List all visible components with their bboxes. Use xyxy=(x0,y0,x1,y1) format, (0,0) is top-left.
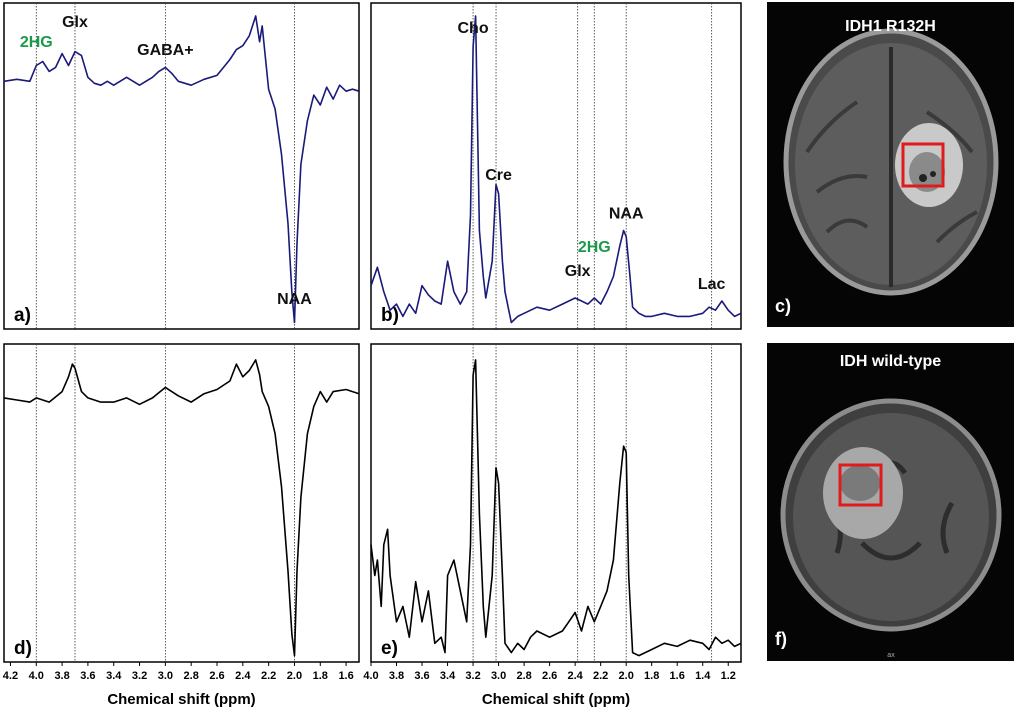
panel-letter-f: f) xyxy=(775,629,787,649)
peak-label-b-2hg: 2HG xyxy=(578,239,611,256)
mri-panel-f: ax IDH wild-type f) xyxy=(767,343,1014,661)
peak-label-b-cho: Cho xyxy=(458,20,489,37)
panel-letter-a: a) xyxy=(14,305,31,326)
x-tick-label-e-4: 3.2 xyxy=(465,670,480,682)
x-tick-label-d-1: 4.0 xyxy=(29,670,44,682)
mri-title-f: IDH wild-type xyxy=(839,353,942,370)
x-tick-label-e-10: 2.0 xyxy=(619,670,634,682)
x-tick-label-e-6: 2.8 xyxy=(516,670,531,682)
peak-label-b-cre: Cre xyxy=(485,167,512,184)
spectrum-line-e xyxy=(370,359,742,657)
x-axis-title-d: Chemical shift (ppm) xyxy=(107,691,255,708)
x-axis-title-e: Chemical shift (ppm) xyxy=(482,691,630,708)
x-tick-label-e-9: 2.2 xyxy=(593,670,608,682)
peak-label-b-lac: Lac xyxy=(698,276,726,293)
x-tick-label-e-13: 1.4 xyxy=(695,670,711,682)
x-tick-label-e-1: 3.8 xyxy=(389,670,404,682)
plot-frame-a xyxy=(3,2,360,330)
scan-orientation-tag: ax xyxy=(887,652,895,659)
plot-frame-b xyxy=(370,2,742,330)
x-tick-label-e-0: 4.0 xyxy=(363,670,378,682)
x-tick-label-d-4: 3.4 xyxy=(106,670,122,682)
mri-brain-image-c xyxy=(783,28,999,296)
x-tick-label-e-11: 1.8 xyxy=(644,670,659,682)
peak-label-a-naa: NAA xyxy=(277,291,312,308)
x-tick-label-e-12: 1.6 xyxy=(670,670,685,682)
peak-label-a-glx: Glx xyxy=(62,14,88,31)
x-tick-label-d-8: 2.6 xyxy=(209,670,224,682)
plot-frame-e xyxy=(370,343,742,663)
x-tick-label-e-5: 3.0 xyxy=(491,670,506,682)
x-tick-label-d-2: 3.8 xyxy=(54,670,69,682)
spectrum-line-b xyxy=(370,15,742,324)
x-tick-label-d-11: 2.0 xyxy=(287,670,302,682)
x-tick-label-e-14: 1.2 xyxy=(721,670,736,682)
x-tick-label-d-12: 1.8 xyxy=(313,670,328,682)
x-tick-label-d-3: 3.6 xyxy=(80,670,95,682)
roi-box-f xyxy=(838,463,883,507)
mri-brain-image-f: ax xyxy=(780,398,1002,659)
x-tick-label-d-5: 3.2 xyxy=(132,670,147,682)
x-tick-label-d-0: 4.2 xyxy=(3,670,18,682)
x-tick-label-d-6: 3.0 xyxy=(158,670,173,682)
plot-frame-d xyxy=(3,343,360,663)
peak-label-a-gaba: GABA+ xyxy=(137,42,193,59)
peak-label-a-2hg: 2HG xyxy=(20,34,53,51)
x-tick-label-d-7: 2.8 xyxy=(184,670,199,682)
x-tick-label-e-3: 3.4 xyxy=(440,670,456,682)
x-tick-label-e-2: 3.6 xyxy=(414,670,429,682)
x-tick-label-e-8: 2.4 xyxy=(567,670,583,682)
spectrum-line-a xyxy=(3,15,360,324)
panel-letter-d: d) xyxy=(14,638,32,659)
spectrum-line-d xyxy=(3,359,360,657)
x-tick-label-d-9: 2.4 xyxy=(235,670,251,682)
mri-title-c: IDH1 R132H xyxy=(845,18,936,35)
x-tick-label-d-10: 2.2 xyxy=(261,670,276,682)
x-tick-label-d-13: 1.6 xyxy=(338,670,353,682)
panel-letter-e: e) xyxy=(381,638,398,659)
peak-label-b-glx: Glx xyxy=(565,263,591,280)
roi-box-c xyxy=(901,142,945,188)
panel-letter-c: c) xyxy=(775,296,792,316)
x-tick-label-e-7: 2.6 xyxy=(542,670,557,682)
peak-label-b-naa: NAA xyxy=(609,206,644,223)
panel-letter-b: b) xyxy=(381,305,399,326)
mri-panel-c: IDH1 R132H c) xyxy=(767,2,1014,327)
